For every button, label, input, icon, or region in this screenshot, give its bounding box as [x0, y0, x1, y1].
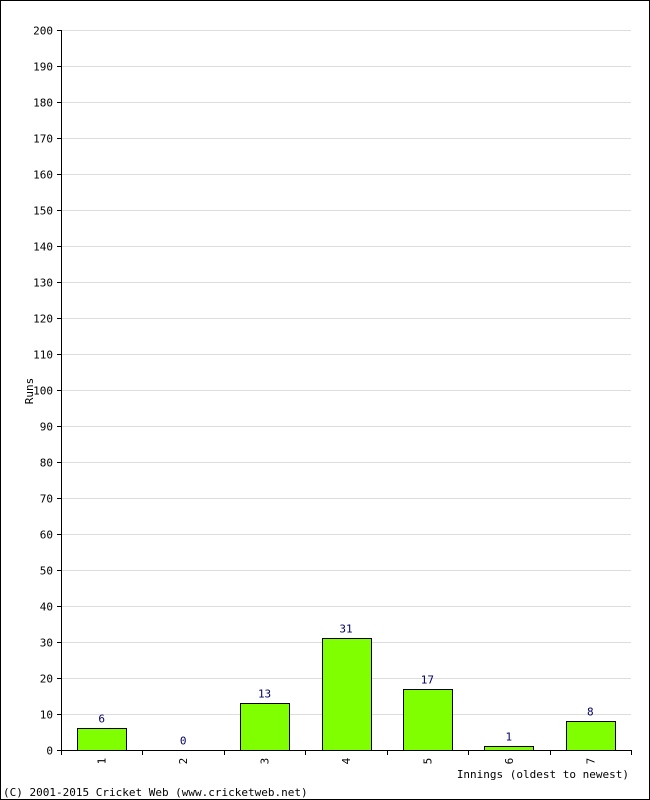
bar — [484, 746, 534, 751]
data-label: 1 — [506, 731, 513, 744]
y-tick-label: 30 — [40, 637, 53, 650]
copyright-footer: (C) 2001-2015 Cricket Web (www.cricketwe… — [3, 786, 308, 799]
y-tick-label: 200 — [33, 25, 53, 38]
y-tick-label: 160 — [33, 169, 53, 182]
data-label: 31 — [339, 623, 352, 636]
x-tick-label: 1 — [96, 758, 109, 765]
bars — [77, 638, 616, 751]
y-tick-label: 20 — [40, 673, 53, 686]
y-tick-label: 120 — [33, 313, 53, 326]
x-tick-labels: 1 2 3 4 5 6 7 — [96, 757, 598, 764]
y-tick-label: 190 — [33, 61, 53, 74]
y-tick-label: 40 — [40, 601, 53, 614]
x-tick-label: 2 — [177, 758, 190, 765]
y-tick-labels: 0 10 20 30 40 50 60 70 80 90 100 110 120 130 140 150 160… — [33, 25, 53, 758]
y-tick-label: 150 — [33, 205, 53, 218]
data-label: 13 — [258, 688, 271, 701]
bar — [403, 689, 453, 751]
x-tick-label: 3 — [259, 758, 272, 765]
bar — [240, 703, 290, 751]
y-tick-label: 170 — [33, 133, 53, 146]
x-tick-label: 7 — [584, 758, 597, 765]
x-tick-label: 6 — [503, 758, 516, 765]
data-label: 6 — [98, 713, 105, 726]
y-axis-title: Runs — [23, 378, 36, 405]
bar — [77, 728, 127, 751]
y-tick-label: 70 — [40, 493, 53, 506]
x-tick-label: 4 — [340, 757, 353, 764]
y-tick-label: 180 — [33, 97, 53, 110]
x-axis-title: Innings (oldest to newest) — [457, 768, 629, 781]
y-tick-label: 50 — [40, 565, 53, 578]
axes — [57, 30, 632, 755]
y-tick-label: 140 — [33, 241, 53, 254]
y-tick-label: 130 — [33, 277, 53, 290]
bar — [566, 721, 616, 751]
y-tick-label: 110 — [33, 349, 53, 362]
y-tick-label: 100 — [33, 385, 53, 398]
y-tick-label: 90 — [40, 421, 53, 434]
gridlines — [61, 30, 631, 715]
y-tick-label: 80 — [40, 457, 53, 470]
y-tick-label: 10 — [40, 709, 53, 722]
data-labels: 6 0 13 31 17 1 8 — [98, 623, 593, 748]
data-label: 17 — [421, 674, 434, 687]
x-tick-label: 5 — [421, 758, 434, 765]
data-label: 0 — [180, 735, 187, 748]
bar — [322, 638, 372, 751]
y-tick-label: 0 — [46, 745, 53, 758]
y-tick-label: 60 — [40, 529, 53, 542]
data-label: 8 — [587, 706, 594, 719]
